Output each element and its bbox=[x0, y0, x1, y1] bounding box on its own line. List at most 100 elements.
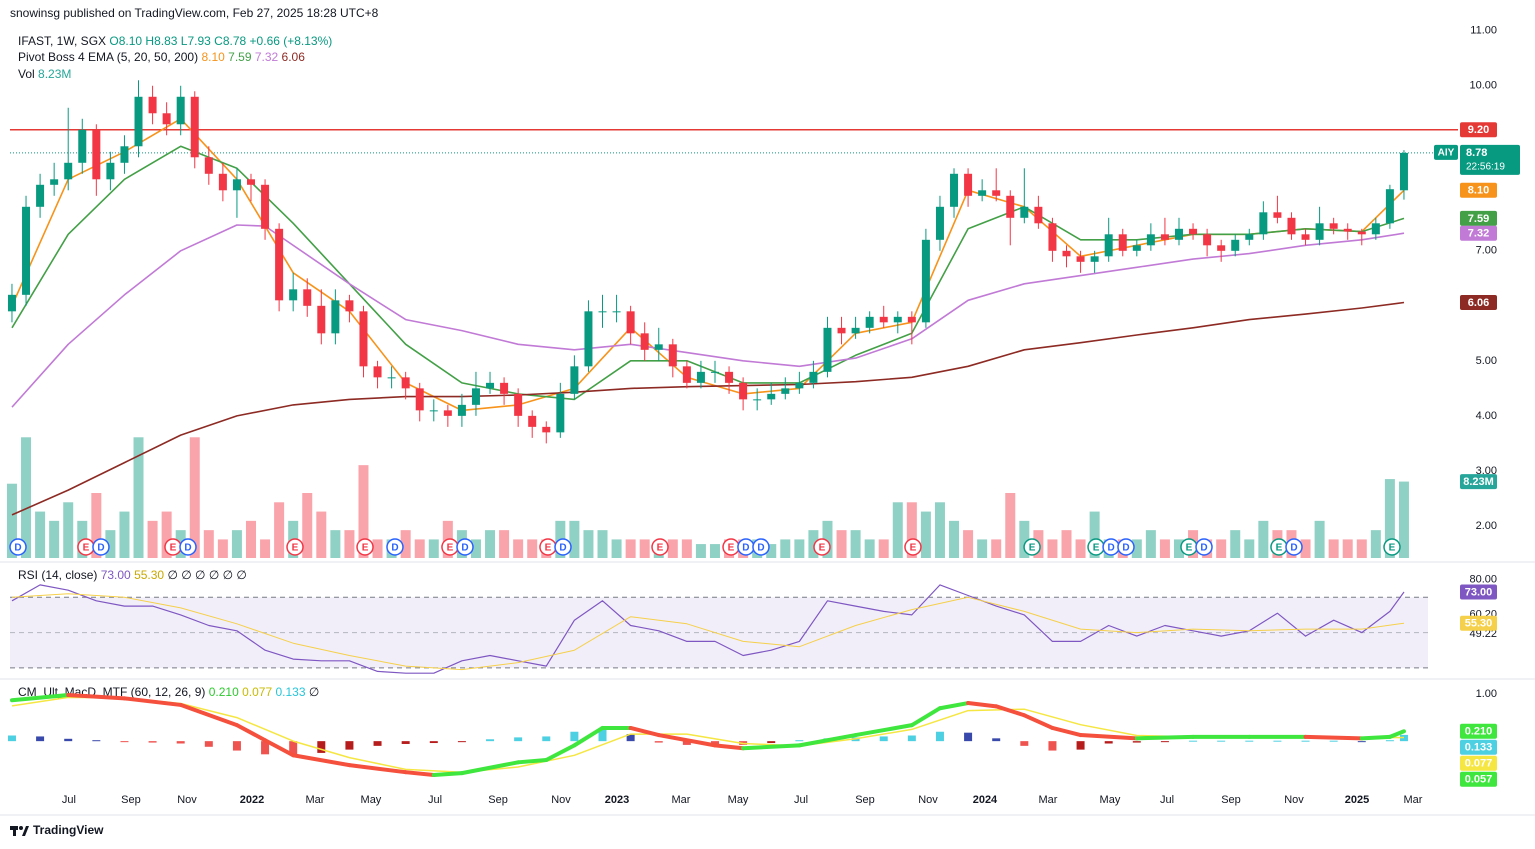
macd-segment bbox=[263, 738, 296, 758]
histogram-bar bbox=[176, 741, 185, 744]
volume-bar bbox=[274, 502, 285, 558]
candle-body bbox=[387, 377, 396, 379]
macd-segment bbox=[66, 693, 127, 701]
volume-bar bbox=[794, 539, 805, 558]
event-marker bbox=[456, 538, 474, 556]
event-label: D bbox=[461, 543, 468, 554]
rsi-badge-label: 73.00 bbox=[1465, 586, 1493, 598]
candle-body bbox=[612, 311, 621, 313]
histogram-bar bbox=[401, 741, 410, 744]
histogram-bar bbox=[710, 741, 719, 745]
histogram-bar bbox=[486, 739, 495, 742]
candle-body bbox=[415, 388, 424, 411]
event-label: D bbox=[97, 543, 104, 554]
x-tick-label: Jul bbox=[62, 794, 76, 806]
ema-badge-label: 8.10 bbox=[1468, 185, 1489, 197]
x-tick-label: 2024 bbox=[973, 794, 998, 806]
rsi-badge bbox=[1460, 615, 1497, 631]
ohlc: L7.93 bbox=[181, 34, 211, 48]
candle-body bbox=[851, 327, 860, 334]
candle-body bbox=[1118, 234, 1127, 251]
x-tick-label: Mar bbox=[1403, 794, 1422, 806]
event-label: E bbox=[1389, 543, 1396, 554]
candle-body bbox=[1174, 228, 1183, 240]
macd-segment bbox=[544, 743, 577, 762]
event-label: E bbox=[819, 543, 826, 554]
histogram-bar bbox=[1020, 741, 1029, 746]
candle-body bbox=[668, 344, 677, 367]
event-label: D bbox=[184, 543, 191, 554]
volume-bar bbox=[302, 493, 313, 558]
legend-value: 0.077 bbox=[242, 685, 272, 699]
macd-segment bbox=[1078, 733, 1139, 741]
hline-badge bbox=[1460, 122, 1497, 138]
event-marker bbox=[1383, 538, 1401, 556]
x-tick-label: Mar bbox=[305, 794, 324, 806]
event-marker bbox=[752, 538, 770, 556]
candle-body bbox=[823, 327, 832, 372]
candle-body bbox=[190, 96, 199, 158]
ema-legend: Pivot Boss 4 EMA (5, 20, 50, 200) 8.10 7… bbox=[18, 50, 305, 64]
histogram-bar bbox=[514, 737, 523, 742]
macd-segment bbox=[347, 763, 408, 775]
ohlc: H8.83 bbox=[145, 34, 177, 48]
event-marker bbox=[286, 538, 304, 556]
candle-body bbox=[22, 206, 31, 295]
candle-body bbox=[120, 146, 129, 163]
volume-bar bbox=[203, 530, 214, 558]
volume-bar bbox=[1328, 539, 1339, 558]
candle-body bbox=[64, 162, 73, 180]
volume-bar bbox=[1089, 511, 1100, 558]
rsi-badge bbox=[1460, 584, 1497, 600]
candle-body bbox=[1217, 245, 1226, 251]
volume-bar bbox=[977, 539, 988, 558]
volume-bar bbox=[1173, 539, 1184, 558]
macd-segment bbox=[572, 725, 605, 748]
candle-body bbox=[1287, 217, 1296, 235]
candle-body bbox=[1189, 228, 1198, 235]
volume-bar bbox=[569, 520, 580, 558]
candle-body bbox=[134, 96, 143, 147]
macd-segment bbox=[656, 733, 717, 748]
legend-value: 0.210 bbox=[209, 685, 239, 699]
candle-body bbox=[1034, 206, 1043, 224]
macd-badge-label: 0.133 bbox=[1465, 742, 1493, 754]
volume-bar bbox=[316, 511, 327, 558]
histogram-bar bbox=[654, 741, 663, 743]
event-marker bbox=[813, 538, 831, 556]
histogram-bar bbox=[457, 741, 466, 743]
legend-value: 7.32 bbox=[255, 50, 279, 64]
histogram-bar bbox=[1104, 741, 1113, 744]
x-tick-label: Mar bbox=[671, 794, 690, 806]
candle-body bbox=[303, 289, 312, 306]
candle-body bbox=[964, 173, 973, 196]
x-tick-label: Sep bbox=[855, 794, 875, 806]
event-marker bbox=[92, 538, 110, 556]
candle-body bbox=[1273, 212, 1282, 218]
x-tick-label: Nov bbox=[551, 794, 571, 806]
legend-value: 55.30 bbox=[134, 568, 164, 582]
x-tick-label: 2022 bbox=[240, 794, 264, 806]
histogram-bar bbox=[1217, 740, 1226, 742]
candle-body bbox=[640, 333, 649, 350]
volume-bar bbox=[161, 511, 172, 558]
volume-bar bbox=[63, 502, 74, 558]
histogram-bar bbox=[1385, 740, 1394, 742]
histogram-bar bbox=[907, 735, 916, 742]
event-label: E bbox=[362, 543, 369, 554]
histogram-bar bbox=[1189, 740, 1198, 742]
macd-segment bbox=[9, 693, 71, 703]
macd-segment bbox=[1022, 713, 1055, 730]
volume-bar bbox=[836, 530, 847, 558]
volume-bar bbox=[1005, 493, 1016, 558]
event-label: D bbox=[757, 543, 764, 554]
event-label: D bbox=[14, 543, 21, 554]
legend-value: 7.59 bbox=[228, 50, 252, 64]
ema-badge-label: 7.59 bbox=[1468, 213, 1489, 225]
ema-badge bbox=[1460, 225, 1497, 241]
candle-body bbox=[570, 366, 579, 394]
volume-bar bbox=[470, 539, 481, 558]
volume-bar bbox=[1342, 539, 1353, 558]
candle-body bbox=[809, 371, 818, 383]
